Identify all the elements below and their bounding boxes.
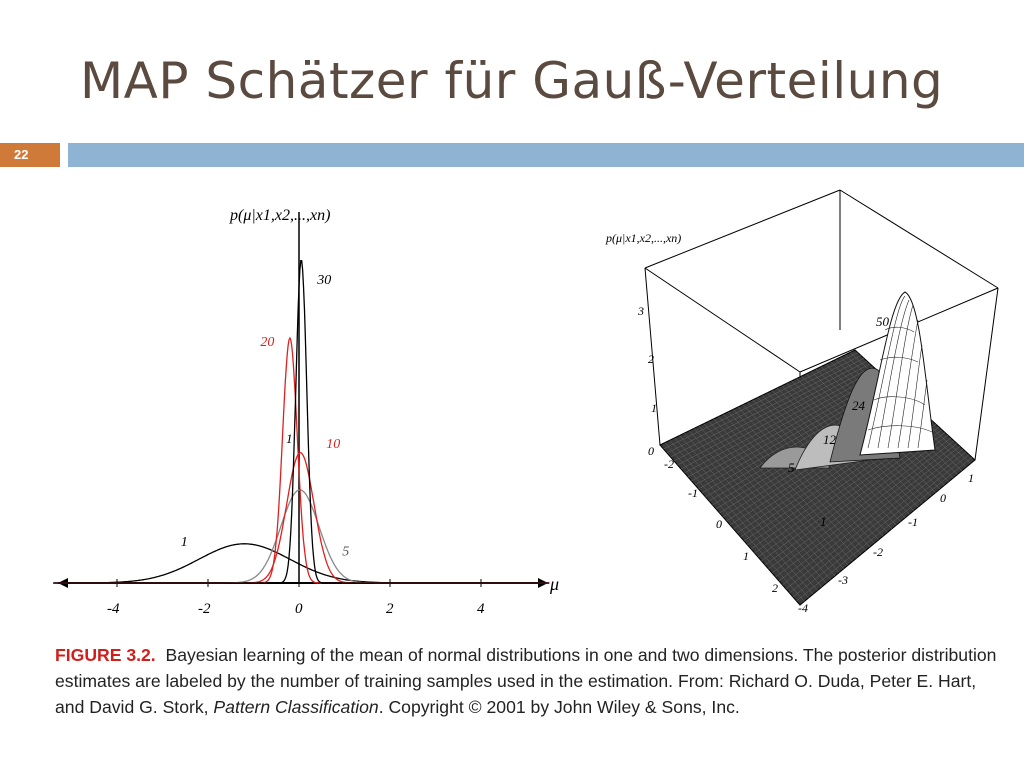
z-axis-label: p(μ|x1,x2,...,xn): [605, 231, 681, 245]
grid-line: [782, 446, 961, 586]
x-tick-label: 4: [477, 601, 485, 617]
series-curve-20: [53, 336, 550, 584]
z-tick-label: 1: [651, 401, 657, 415]
z-tick-label: 2: [648, 352, 654, 366]
grid-line: [796, 457, 973, 602]
grid-line: [764, 432, 946, 566]
slide-title: MAP Schätzer für Gauß-Verteilung: [80, 52, 944, 110]
peak-label-1: 1: [820, 514, 827, 529]
x-tick-label: -4: [107, 601, 120, 617]
x-tick-label: -1: [688, 486, 698, 500]
surface-peaks: [759, 291, 936, 471]
grid-line: [792, 454, 970, 598]
x-ticks: -4 -2 0 2 4: [107, 579, 485, 617]
figure-label: FIGURE 3.2.: [55, 645, 156, 665]
y-tick-label: 1: [968, 471, 974, 485]
grid-line: [775, 440, 955, 578]
label-inner-1: 1: [286, 431, 293, 446]
series-curve-1: [53, 543, 550, 584]
peak-label-24: 24: [852, 398, 866, 413]
series-label-30: 30: [316, 273, 331, 288]
peak-labels: 50 24 12 5 1: [788, 314, 890, 529]
slide-number-box: 22: [0, 143, 60, 167]
y-tick-label: -3: [838, 573, 848, 587]
x-tick-label: 2: [772, 581, 778, 595]
caption-tail: . Copyright © 2001 by John Wiley & Sons,…: [378, 697, 740, 717]
curves: 1 5 10 20 30: [53, 260, 550, 584]
header-bar: [68, 143, 1024, 167]
caption-book-title: Pattern Classification: [213, 697, 379, 717]
peak-label-12: 12: [823, 432, 837, 447]
x-tick-label: -2: [664, 457, 674, 471]
y-axis-label: p(μ|x1,x2,...,xn): [229, 207, 330, 224]
surface-base: [659, 349, 976, 606]
z-tick-label: 0: [648, 444, 654, 458]
x-tick-label: 2: [386, 601, 394, 617]
x-tick-label: 1: [743, 549, 749, 563]
z-tick-label: 3: [637, 304, 644, 318]
posterior-1d-chart: -4 -2 0 2 4 1 5 10 20 30 p(μ|x1,x2,...,xn) μ 1: [53, 207, 559, 617]
y-tick-label: -2: [873, 545, 883, 559]
slide-number: 22: [14, 147, 29, 162]
x-tick-label: 0: [716, 517, 722, 531]
grid-line: [771, 437, 952, 574]
series-label-5: 5: [342, 545, 349, 560]
series-label-1: 1: [181, 535, 188, 550]
figure-caption: FIGURE 3.2. Bayesian learning of the mea…: [55, 642, 1010, 720]
series-label-10: 10: [326, 437, 340, 452]
x-axis-label: μ: [549, 574, 559, 594]
series-curve-30: [53, 260, 550, 584]
y-tick-label: -4: [798, 601, 808, 615]
y-tick-label: 0: [940, 491, 946, 505]
peak-label-5: 5: [788, 460, 795, 475]
series-label-20: 20: [260, 335, 274, 350]
x-tick-label: 0: [295, 601, 303, 617]
grid-line: [768, 435, 949, 570]
y-tick-label: -1: [908, 515, 918, 529]
caption-text: Bayesian learning of the mean of normal …: [55, 645, 997, 717]
peak-label-50: 50: [876, 314, 890, 329]
grid-line: [789, 451, 967, 594]
grid-line: [785, 448, 964, 590]
x-tick-label: -2: [198, 601, 211, 617]
grid-line: [778, 443, 958, 582]
